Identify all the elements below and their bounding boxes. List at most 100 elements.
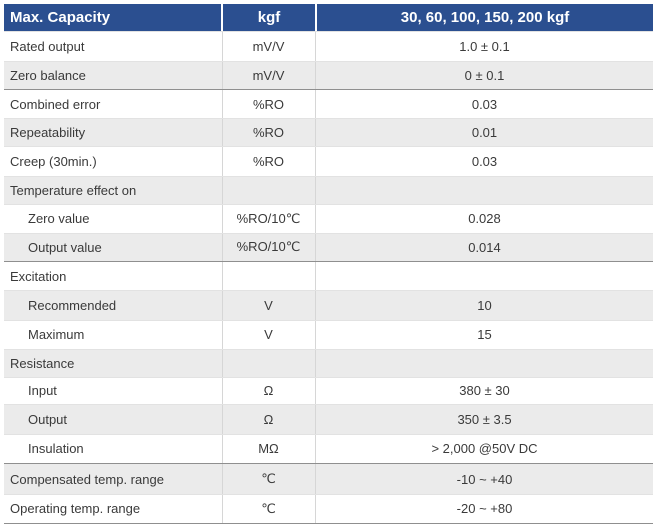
row-divider bbox=[4, 290, 653, 291]
header-unit: kgf bbox=[257, 9, 281, 26]
spec-value: 0.028 bbox=[468, 211, 501, 226]
table-row: Repeatability %RO 0.01 bbox=[4, 118, 653, 146]
spec-label: Zero balance bbox=[10, 67, 86, 83]
table-row: Compensated temp. range ℃ -10 ~ +40 bbox=[4, 464, 653, 494]
column-divider bbox=[222, 233, 223, 261]
row-divider bbox=[4, 233, 653, 234]
spec-unit: %RO/10℃ bbox=[236, 239, 301, 254]
spec-unit: Ω bbox=[263, 383, 274, 398]
table-row: Output value %RO/10℃ 0.014 bbox=[4, 233, 653, 261]
header-capacities: 30, 60, 100, 150, 200 kgf bbox=[400, 9, 570, 26]
column-divider bbox=[222, 61, 223, 89]
spec-label: Operating temp. range bbox=[10, 501, 141, 516]
spec-unit: mV/V bbox=[252, 38, 285, 54]
spec-unit: ℃ bbox=[261, 471, 276, 486]
column-divider bbox=[315, 320, 316, 349]
column-divider bbox=[315, 434, 316, 463]
spec-value: 0.01 bbox=[471, 124, 498, 140]
table-row: Operating temp. range ℃ -20 ~ +80 bbox=[4, 494, 653, 523]
row-divider bbox=[4, 61, 653, 62]
column-divider bbox=[222, 262, 223, 290]
table-bottom-border bbox=[4, 523, 653, 524]
spec-unit: %RO bbox=[252, 96, 285, 112]
spec-value: 0 ± 0.1 bbox=[464, 67, 505, 83]
column-divider bbox=[315, 377, 316, 404]
spec-label: Input bbox=[28, 383, 57, 398]
column-divider bbox=[315, 349, 316, 377]
column-divider bbox=[315, 176, 316, 204]
table-row: Excitation bbox=[4, 262, 653, 290]
row-divider bbox=[4, 118, 653, 119]
spec-value: 0.03 bbox=[471, 96, 498, 112]
header-max-capacity: Max. Capacity bbox=[10, 9, 111, 26]
spec-value: 1.0 ± 0.1 bbox=[459, 38, 510, 54]
spec-label: Repeatability bbox=[10, 124, 86, 140]
spec-unit: MΩ bbox=[258, 441, 279, 456]
row-divider bbox=[4, 146, 653, 147]
spec-label: Recommended bbox=[28, 297, 117, 313]
spec-unit: Ω bbox=[263, 411, 274, 427]
column-divider bbox=[315, 404, 316, 434]
column-divider bbox=[315, 262, 316, 290]
column-divider bbox=[222, 434, 223, 463]
spec-label: Creep (30min.) bbox=[10, 153, 97, 169]
section-divider bbox=[4, 463, 653, 464]
spec-label: Output value bbox=[28, 239, 102, 255]
table-row: Recommended V 10 bbox=[4, 290, 653, 320]
spec-label: Maximum bbox=[28, 327, 85, 342]
table-row: Rated output mV/V 1.0 ± 0.1 bbox=[4, 31, 653, 61]
table-header: Max. Capacity kgf 30, 60, 100, 150, 200 … bbox=[4, 4, 653, 31]
spec-value: 0.03 bbox=[471, 153, 498, 169]
column-divider bbox=[222, 290, 223, 320]
spec-label: Combined error bbox=[10, 96, 101, 112]
spec-unit: V bbox=[264, 327, 273, 342]
spec-value: 350 ± 3.5 bbox=[457, 411, 512, 427]
column-divider bbox=[222, 494, 223, 523]
spec-label: Rated output bbox=[10, 38, 85, 54]
spec-unit: mV/V bbox=[252, 67, 285, 83]
spec-label: Output bbox=[28, 411, 68, 427]
column-divider bbox=[222, 31, 223, 61]
spec-unit: %RO bbox=[252, 153, 285, 169]
section-divider bbox=[4, 261, 653, 262]
column-divider bbox=[222, 464, 223, 494]
column-divider bbox=[315, 31, 316, 61]
table-row: Insulation MΩ > 2,000 @50V DC bbox=[4, 434, 653, 463]
row-divider bbox=[4, 494, 653, 495]
column-divider bbox=[222, 349, 223, 377]
column-divider bbox=[315, 233, 316, 261]
table-row: Output Ω 350 ± 3.5 bbox=[4, 404, 653, 434]
column-divider bbox=[222, 404, 223, 434]
spec-value bbox=[316, 262, 653, 290]
table-row: Temperature effect on bbox=[4, 176, 653, 204]
row-divider bbox=[4, 204, 653, 205]
spec-label: Excitation bbox=[10, 268, 67, 284]
table-row: Creep (30min.) %RO 0.03 bbox=[4, 146, 653, 176]
column-divider bbox=[315, 61, 316, 89]
spec-label: Insulation bbox=[28, 441, 84, 456]
column-divider bbox=[222, 146, 223, 176]
table-row: Maximum V 15 bbox=[4, 320, 653, 349]
table-row: Resistance bbox=[4, 349, 653, 377]
spec-value: -20 ~ +80 bbox=[456, 501, 513, 516]
column-divider bbox=[222, 176, 223, 204]
table-row: Combined error %RO 0.03 bbox=[4, 90, 653, 118]
column-divider bbox=[222, 118, 223, 146]
column-divider bbox=[222, 377, 223, 404]
header-divider bbox=[221, 4, 223, 31]
column-divider bbox=[222, 90, 223, 118]
spec-value: 380 ± 30 bbox=[459, 383, 510, 398]
spec-unit bbox=[226, 176, 311, 204]
column-divider bbox=[222, 204, 223, 233]
spec-value: -10 ~ +40 bbox=[456, 471, 513, 487]
table-row: Input Ω 380 ± 30 bbox=[4, 377, 653, 404]
spec-unit: V bbox=[264, 297, 273, 313]
spec-label: Zero value bbox=[28, 211, 90, 226]
column-divider bbox=[222, 320, 223, 349]
spec-unit: %RO/10℃ bbox=[236, 210, 301, 226]
header-divider bbox=[315, 4, 317, 31]
row-divider bbox=[4, 377, 653, 378]
column-divider bbox=[315, 90, 316, 118]
spec-value bbox=[316, 349, 653, 377]
